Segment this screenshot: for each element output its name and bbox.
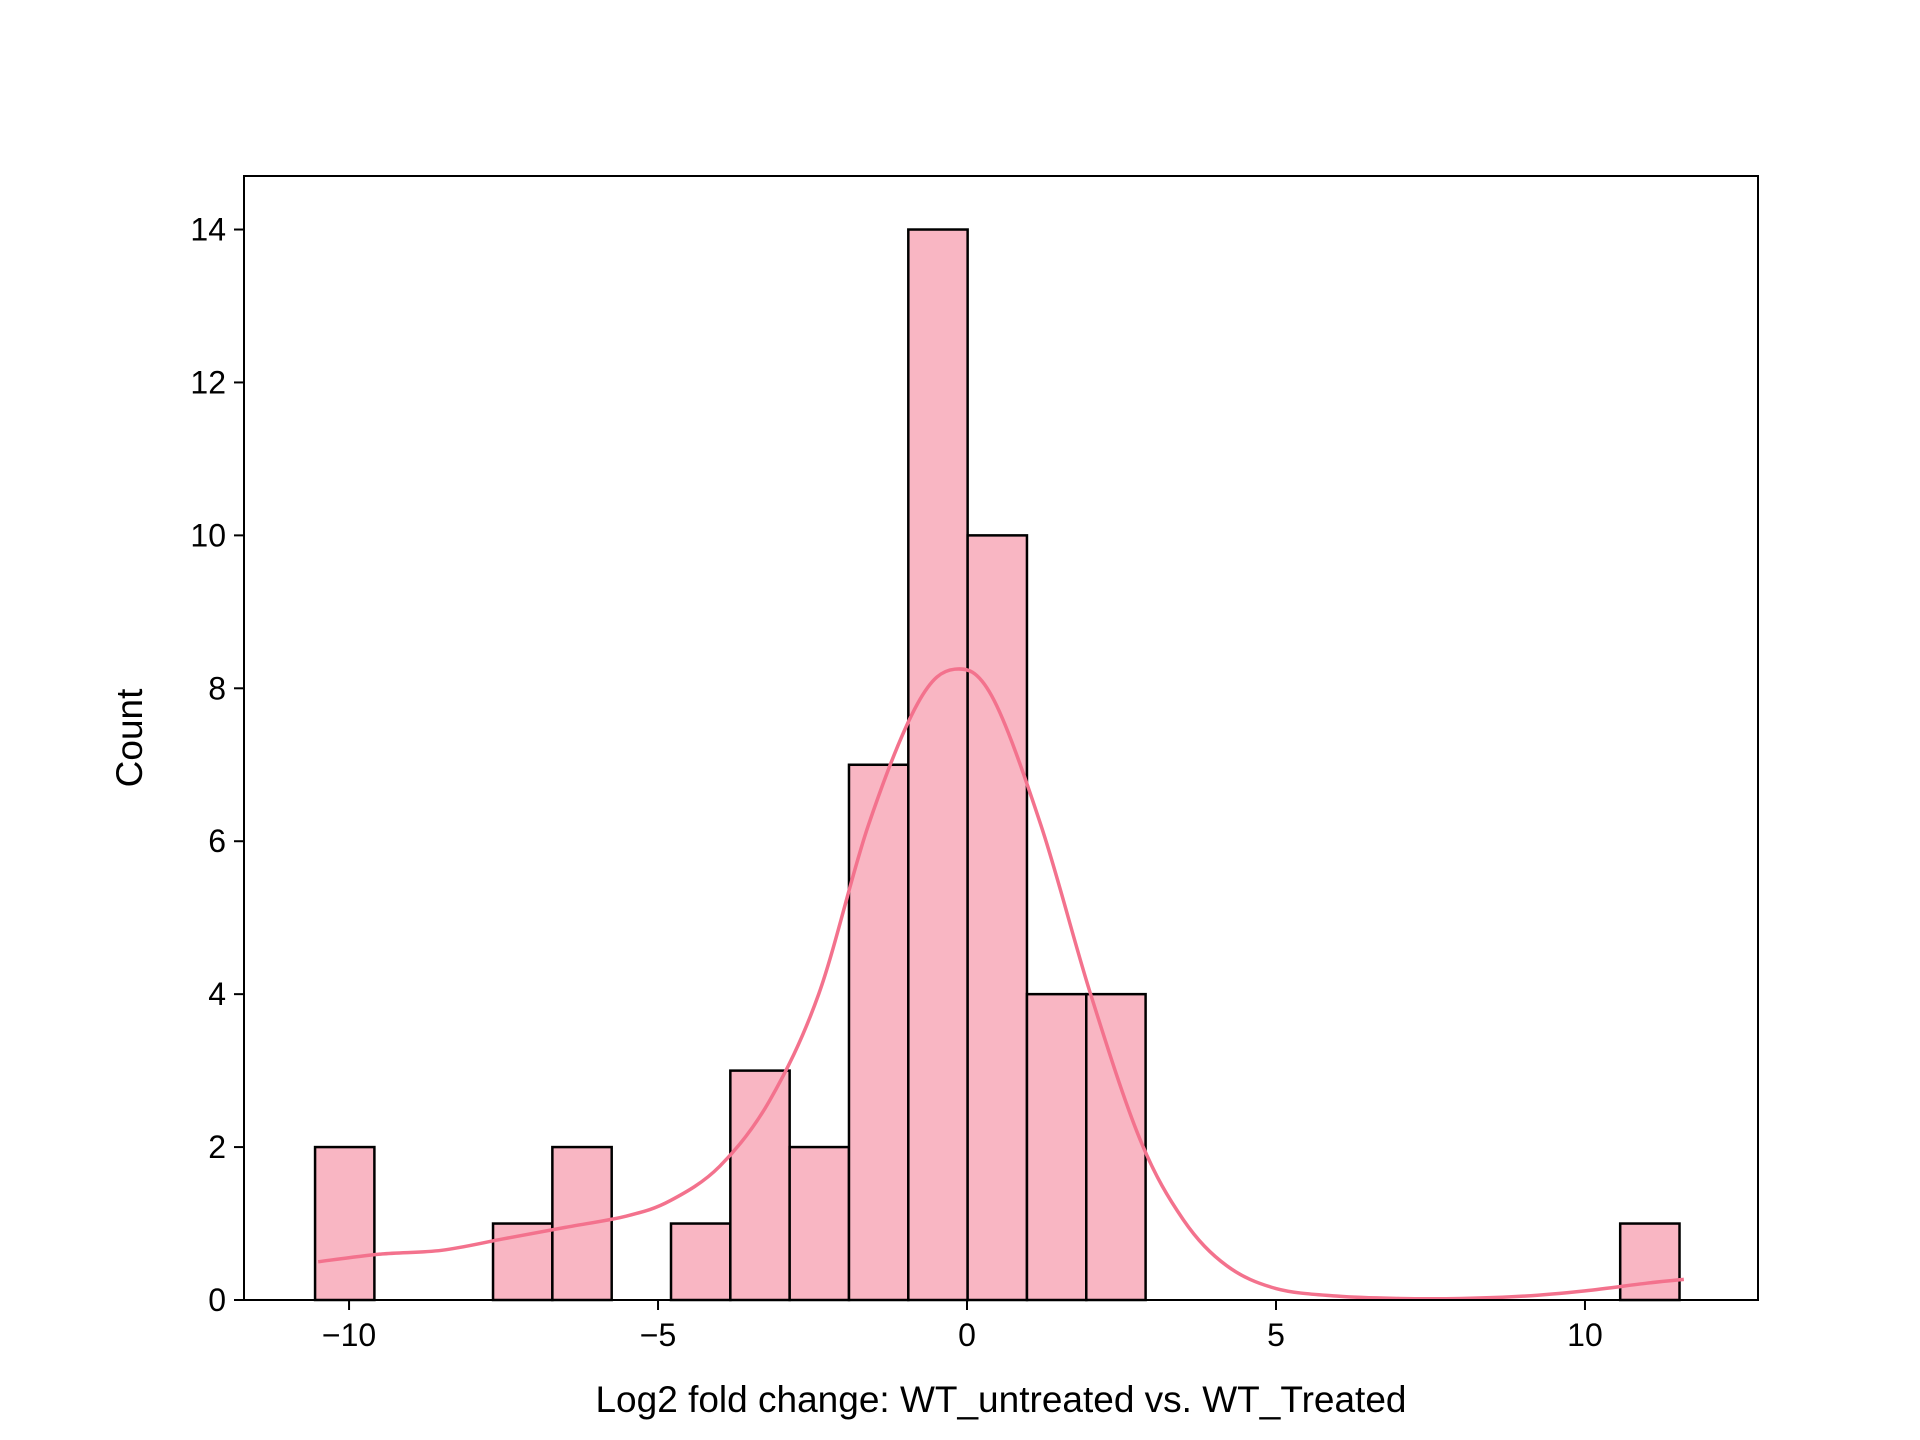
y-tick-label: 6	[208, 823, 226, 859]
histogram-bar	[847, 763, 910, 1302]
histogram-bar	[907, 228, 969, 1302]
x-tick-label: 0	[958, 1317, 976, 1353]
histogram-bar	[313, 1145, 376, 1302]
y-tick-label: 8	[208, 670, 226, 706]
histogram-bar	[1618, 1222, 1681, 1302]
histogram-bar	[669, 1222, 732, 1302]
y-tick-label: 10	[190, 517, 226, 553]
x-tick-label: −10	[322, 1317, 376, 1353]
x-tick-label: 5	[1267, 1317, 1285, 1353]
y-tick-label: 4	[208, 976, 226, 1012]
y-axis-ticks: 0 2 4 6 8 10 12 14	[190, 212, 244, 1318]
x-tick-label: −5	[640, 1317, 676, 1353]
bars	[313, 228, 1681, 1302]
histogram-bar	[788, 1145, 851, 1302]
plot-frame	[243, 175, 1759, 1301]
x-axis-label: Log2 fold change: WT_untreated vs. WT_Tr…	[595, 1379, 1406, 1420]
histogram-bar	[966, 534, 1029, 1302]
histogram-bar	[1025, 992, 1088, 1302]
y-tick-label: 14	[190, 212, 226, 248]
histogram-bar	[729, 1069, 791, 1302]
x-axis-ticks: −10 −5 0 5 10	[322, 1300, 1603, 1353]
y-tick-label: 0	[208, 1282, 226, 1318]
histogram-bar	[1085, 992, 1147, 1302]
y-tick-label: 12	[190, 364, 226, 400]
y-tick-label: 2	[208, 1129, 226, 1165]
kde-curve	[317, 667, 1685, 1301]
x-tick-label: 10	[1567, 1317, 1603, 1353]
y-axis-label: Count	[109, 688, 150, 787]
